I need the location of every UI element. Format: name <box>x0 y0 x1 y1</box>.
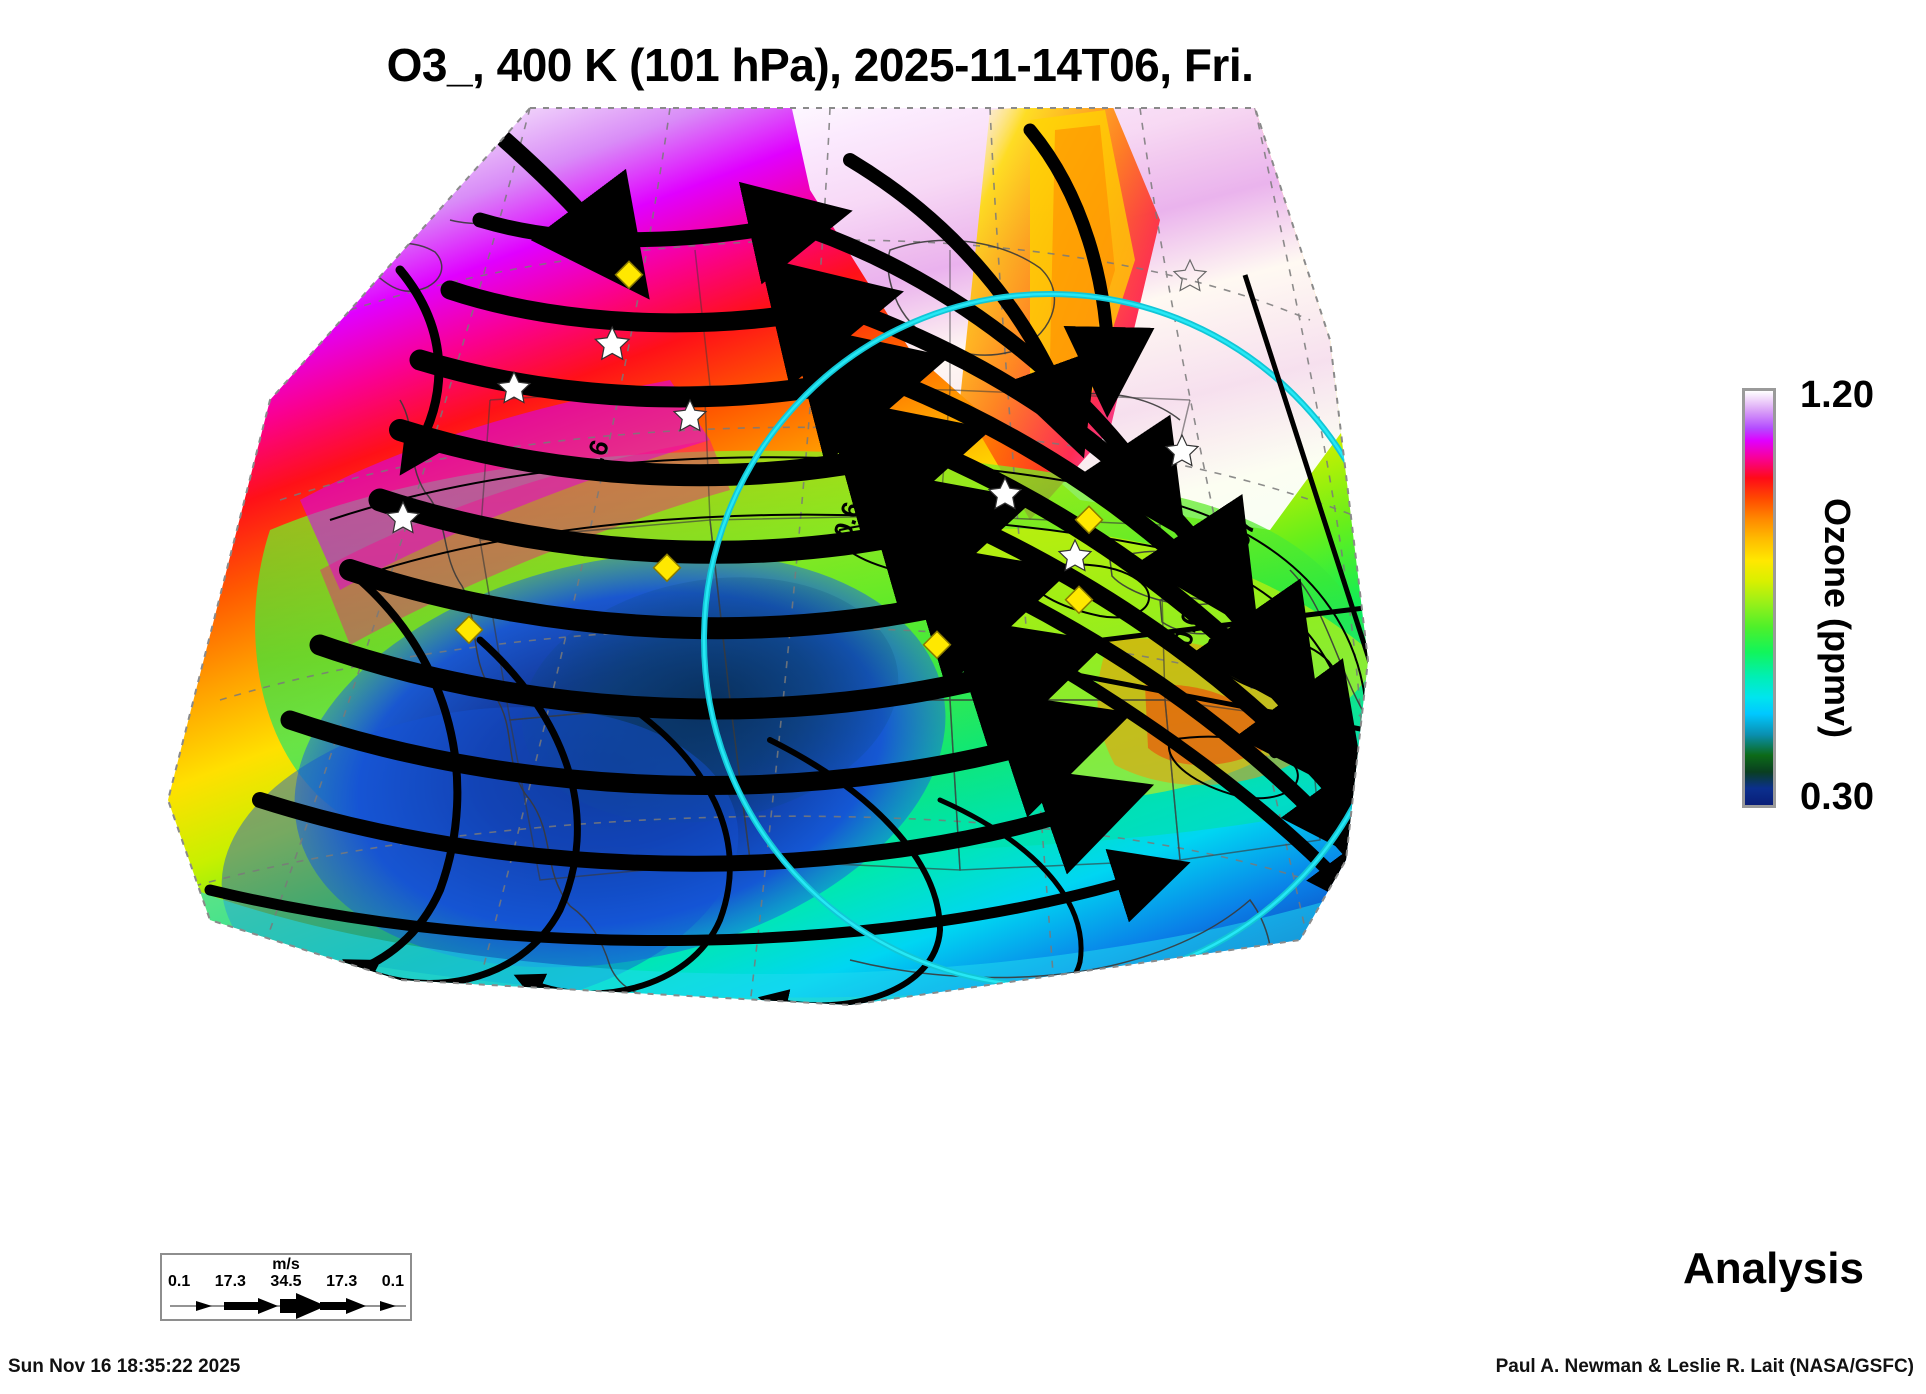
ozone-map-plot[interactable]: 0.6 0.6 0.67 0.6 0.67 <box>150 100 1570 1030</box>
marker-yellow-diamond[interactable] <box>454 260 1104 660</box>
footer-credit: Paul A. Newman & Leslie R. Lait (NASA/GS… <box>1495 1356 1914 1377</box>
map-panel[interactable]: 0.6 0.6 0.67 0.6 0.67 <box>150 100 1570 1030</box>
page-title: O3_, 400 K (101 hPa), 2025-11-14T06, Fri… <box>386 39 1254 91</box>
wind-tick-0: 0.1 <box>168 1273 191 1290</box>
map-sector-boundary <box>166 107 1370 1007</box>
colorbar-gradient[interactable] <box>1742 388 1776 808</box>
wind-tick-1: 17.3 <box>214 1273 246 1290</box>
orbit-track-lines <box>979 274 1368 781</box>
colorbar-max-label: 1.20 <box>1800 374 1874 416</box>
colorbar-min-label: 0.30 <box>1800 776 1874 818</box>
wind-speed-legend: m/s 0.1 17.3 34.5 17.3 0.1 <box>160 1253 412 1321</box>
footer-timestamp: Sun Nov 16 18:35:22 2025 <box>8 1356 241 1377</box>
colorbar-axis-title: Ozone (ppmv) <box>1817 498 1858 738</box>
wind-legend-unit-label: m/s <box>272 1256 300 1273</box>
wind-legend-arrow-scale <box>170 1293 406 1319</box>
wind-tick-3: 17.3 <box>326 1273 358 1290</box>
marker-white-star[interactable] <box>385 258 1208 572</box>
wind-legend-tick-labels: 0.1 17.3 34.5 17.3 0.1 <box>168 1273 404 1291</box>
station-markers[interactable] <box>385 258 1208 660</box>
wind-tick-2: 34.5 <box>270 1273 302 1290</box>
analysis-label: Analysis <box>1683 1244 1864 1293</box>
wind-tick-4: 0.1 <box>381 1273 404 1290</box>
